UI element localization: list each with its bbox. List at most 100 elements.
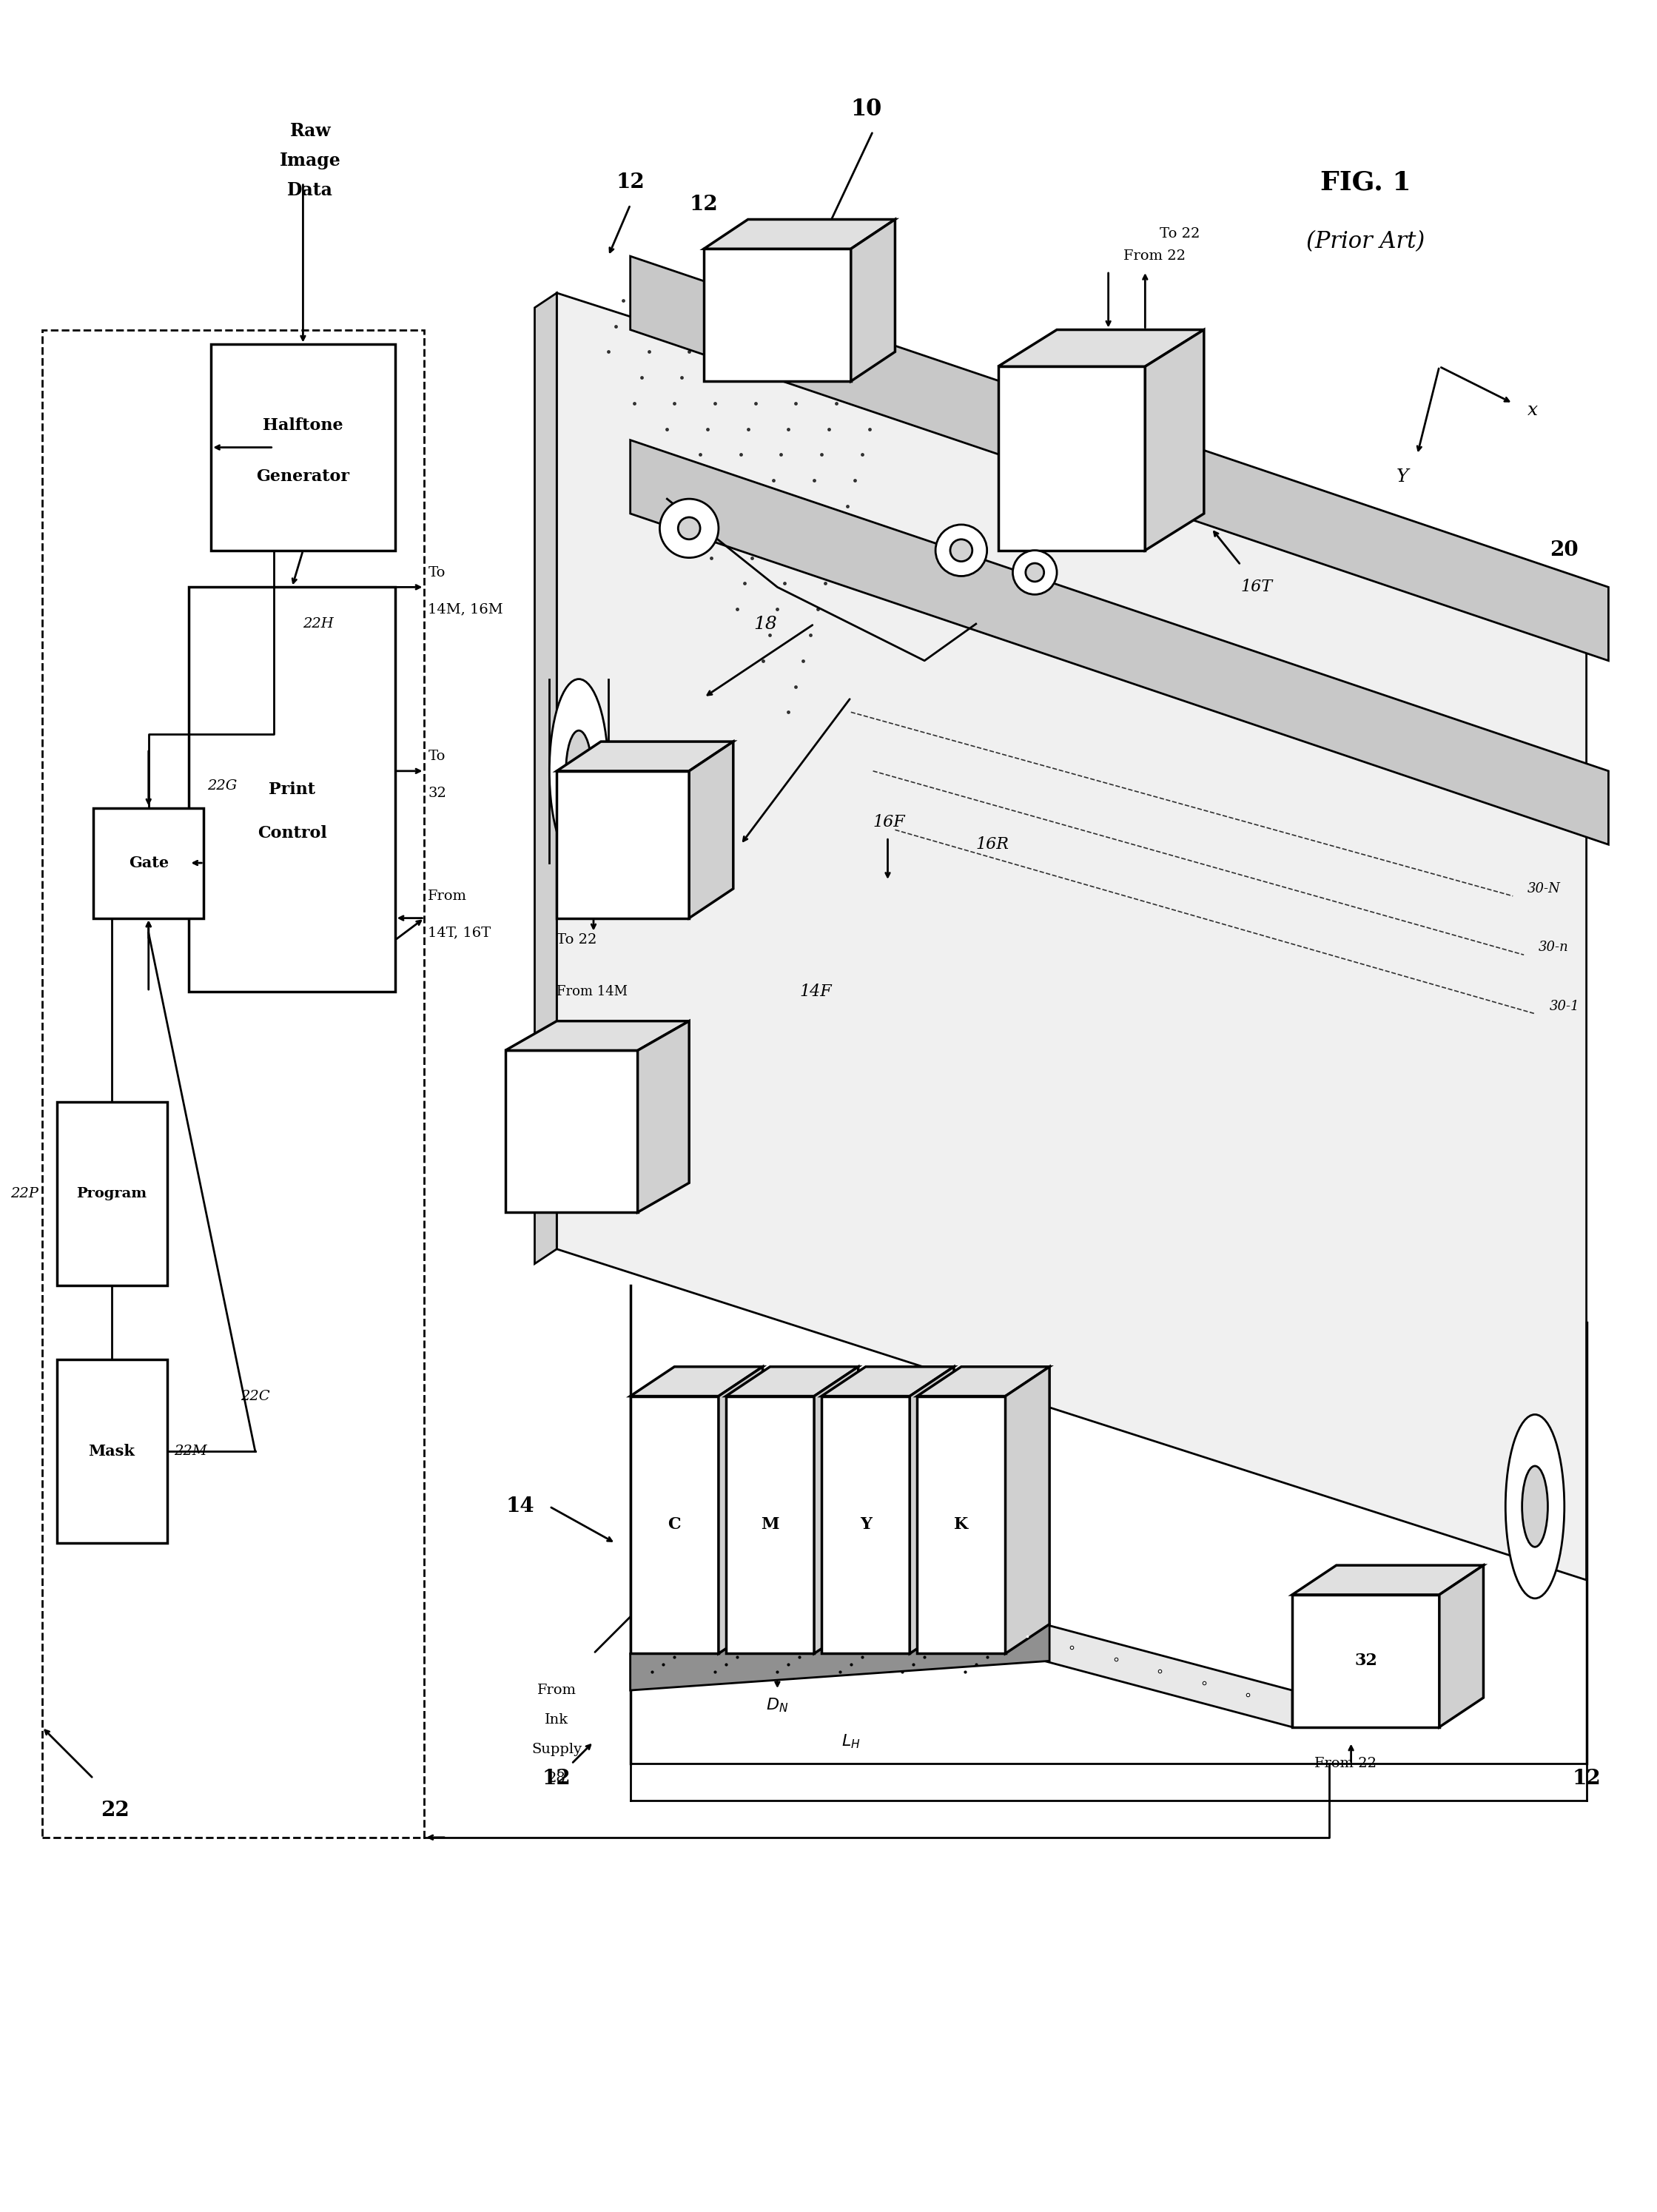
Text: To: To — [428, 566, 446, 580]
Bar — [93, 807, 204, 918]
Bar — [189, 586, 394, 991]
Text: M: M — [761, 1517, 779, 1533]
Text: 16F: 16F — [873, 814, 905, 832]
Text: Gate: Gate — [129, 856, 169, 869]
Text: Data: Data — [287, 181, 333, 199]
Polygon shape — [719, 1367, 762, 1655]
Text: C: C — [668, 1517, 681, 1533]
Text: 16P: 16P — [1365, 1646, 1399, 1661]
Ellipse shape — [567, 730, 592, 812]
Polygon shape — [704, 248, 852, 380]
Text: 22M: 22M — [174, 1444, 207, 1458]
Polygon shape — [1006, 1367, 1049, 1655]
Text: Ink: Ink — [545, 1712, 568, 1725]
Ellipse shape — [949, 540, 973, 562]
Text: From: From — [537, 1683, 577, 1697]
Text: 14M, 16M: 14M, 16M — [428, 602, 504, 615]
Text: Y: Y — [860, 1517, 872, 1533]
Polygon shape — [822, 1367, 954, 1396]
Polygon shape — [630, 1624, 1049, 1690]
Bar — [56, 1360, 167, 1544]
Text: 32: 32 — [1354, 1652, 1377, 1670]
Polygon shape — [689, 741, 734, 918]
Text: From 14M: From 14M — [557, 984, 628, 998]
Ellipse shape — [1523, 1467, 1548, 1546]
Text: 14M: 14M — [520, 1133, 553, 1146]
Polygon shape — [1145, 330, 1205, 551]
Ellipse shape — [1026, 564, 1044, 582]
Text: 16T: 16T — [1054, 453, 1089, 471]
Text: 22G: 22G — [207, 779, 237, 792]
Text: Supply: Supply — [532, 1743, 582, 1756]
Text: 14: 14 — [505, 1498, 535, 1517]
Polygon shape — [726, 1367, 858, 1396]
Text: 22H: 22H — [303, 617, 335, 630]
Text: 28: 28 — [547, 1772, 567, 1785]
Text: Mask: Mask — [88, 1444, 136, 1458]
Text: 12: 12 — [616, 173, 645, 192]
Text: 18: 18 — [754, 615, 777, 633]
Text: From 22: From 22 — [1314, 1756, 1377, 1770]
Polygon shape — [630, 440, 1609, 845]
Text: Print: Print — [268, 781, 315, 799]
Text: 30-N: 30-N — [1528, 883, 1561, 896]
Polygon shape — [505, 1051, 638, 1212]
Text: 12: 12 — [689, 195, 717, 215]
Text: 12: 12 — [1572, 1770, 1601, 1790]
Polygon shape — [557, 772, 689, 918]
Polygon shape — [916, 1396, 1006, 1655]
Text: $L_H$: $L_H$ — [842, 1732, 860, 1750]
Polygon shape — [814, 1367, 858, 1655]
Polygon shape — [1292, 1566, 1483, 1595]
Text: 16D: 16D — [852, 248, 885, 263]
Text: $D_N$: $D_N$ — [766, 1697, 789, 1714]
Polygon shape — [998, 367, 1145, 551]
Polygon shape — [910, 1367, 954, 1655]
Polygon shape — [1292, 1595, 1440, 1728]
Polygon shape — [630, 257, 1609, 661]
Ellipse shape — [659, 500, 719, 557]
Text: Generator: Generator — [257, 469, 350, 484]
Text: 16M: 16M — [681, 507, 719, 522]
Ellipse shape — [1506, 1413, 1564, 1599]
Polygon shape — [638, 1022, 689, 1212]
Bar — [210, 345, 394, 551]
Text: Halftone: Halftone — [263, 418, 343, 434]
Text: Y: Y — [1397, 469, 1408, 484]
Ellipse shape — [936, 524, 988, 575]
Text: 16T: 16T — [1241, 580, 1273, 595]
Text: 30-n: 30-n — [1539, 940, 1569, 953]
Bar — [56, 1102, 167, 1285]
Text: 14T: 14T — [572, 845, 600, 858]
Text: To 22: To 22 — [1160, 228, 1200, 241]
Polygon shape — [630, 1367, 762, 1396]
Text: 20: 20 — [1549, 540, 1577, 560]
Polygon shape — [916, 1367, 1049, 1396]
Text: (Prior Art): (Prior Art) — [1306, 230, 1425, 252]
Polygon shape — [704, 219, 895, 248]
Text: 32: 32 — [428, 787, 446, 801]
Text: Control: Control — [257, 825, 326, 841]
Text: Program: Program — [76, 1188, 147, 1201]
Text: 14T, 16T: 14T, 16T — [428, 927, 490, 940]
Text: 30-1: 30-1 — [1549, 1000, 1579, 1013]
Polygon shape — [557, 292, 1586, 1579]
Text: Raw: Raw — [290, 122, 331, 139]
Text: FIG. 1: FIG. 1 — [1321, 170, 1412, 195]
Polygon shape — [535, 292, 557, 1263]
Text: K: K — [954, 1517, 968, 1533]
Polygon shape — [726, 1396, 814, 1655]
Polygon shape — [822, 1396, 910, 1655]
Text: S: S — [880, 540, 896, 562]
Text: 14F: 14F — [799, 984, 832, 1000]
Ellipse shape — [550, 679, 608, 863]
Text: To: To — [428, 750, 446, 763]
Text: From 22: From 22 — [1123, 250, 1185, 263]
Text: x: x — [1528, 403, 1538, 418]
Text: To 22: To 22 — [557, 933, 597, 947]
Text: 16B: 16B — [681, 469, 714, 484]
Polygon shape — [998, 330, 1205, 367]
Ellipse shape — [678, 518, 701, 540]
Polygon shape — [630, 1396, 719, 1655]
Text: 22P: 22P — [10, 1188, 38, 1201]
